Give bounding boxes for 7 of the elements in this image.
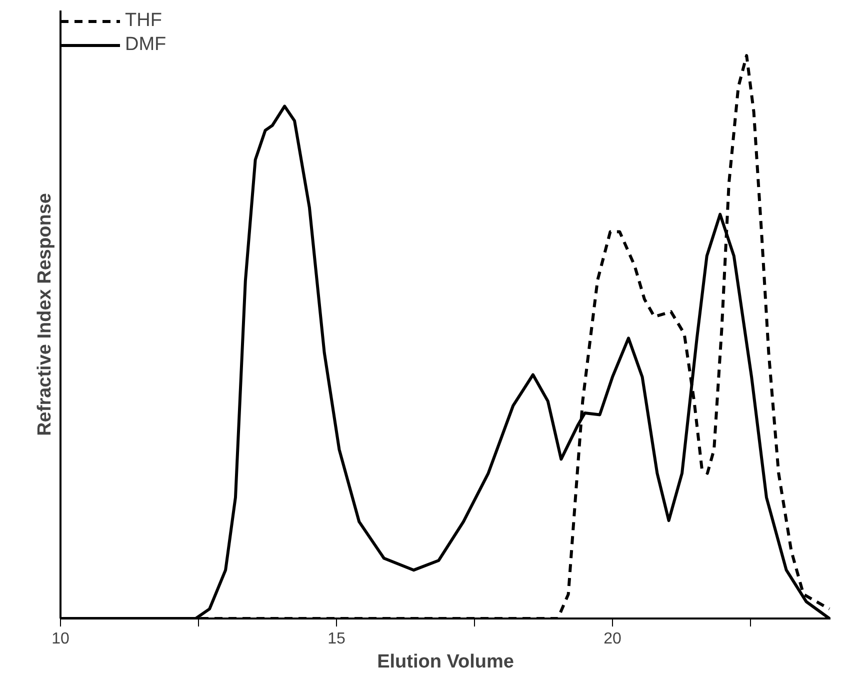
- x-tick-label: 15: [328, 630, 346, 648]
- legend-label: DMF: [125, 34, 166, 56]
- x-tick-label: 10: [52, 630, 70, 648]
- x-axis-title: Elution Volume: [377, 652, 514, 672]
- x-tick-label: 20: [604, 630, 622, 648]
- legend-label: THF: [125, 10, 162, 32]
- y-axis-title: Refractive Index Response: [34, 193, 56, 436]
